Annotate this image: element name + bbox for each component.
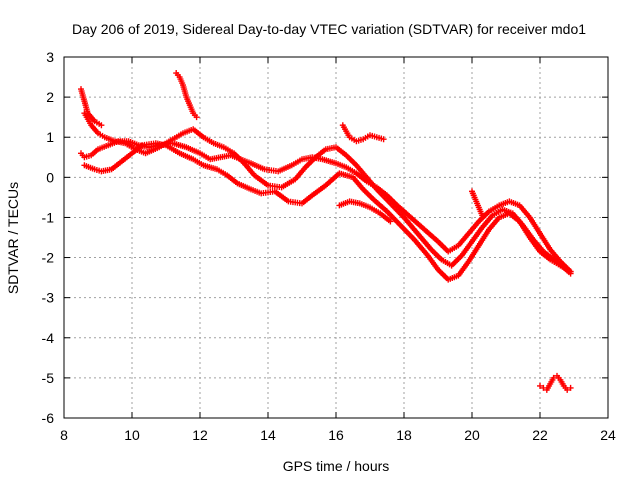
x-tick-label: 22 (532, 427, 548, 443)
data-series-group (78, 70, 574, 393)
x-tick-label: 10 (124, 427, 140, 443)
y-tick-label: -6 (42, 410, 55, 426)
x-axis-label: GPS time / hours (283, 458, 390, 474)
x-tick-label: 12 (192, 427, 208, 443)
x-tick-label: 14 (260, 427, 276, 443)
y-tick-label: -4 (42, 330, 55, 346)
series-segment-i (537, 372, 574, 393)
series-segment-e (173, 70, 200, 121)
y-tick-label: -3 (42, 290, 55, 306)
y-tick-label: 0 (46, 169, 54, 185)
series-segment-f (339, 122, 387, 145)
y-tick-label: 2 (46, 89, 54, 105)
series-segment-d (78, 86, 105, 129)
x-tick-label: 24 (600, 427, 616, 443)
x-tick-label: 8 (60, 427, 68, 443)
series-segment-g (336, 198, 394, 225)
x-tick-label: 20 (464, 427, 480, 443)
y-tick-label: -2 (42, 250, 55, 266)
series-track-a (78, 138, 574, 275)
y-axis-label: SDTVAR / TECUs (5, 182, 21, 294)
series-track-c (81, 140, 574, 283)
x-tick-label: 16 (328, 427, 344, 443)
y-tick-label: -5 (42, 370, 55, 386)
y-tick-label: -1 (42, 209, 55, 225)
grid (64, 57, 608, 418)
chart-title: Day 206 of 2019, Sidereal Day-to-day VTE… (72, 21, 586, 37)
series-segment-h (469, 188, 486, 219)
y-tick-label: 1 (46, 129, 54, 145)
series-track-b (81, 110, 574, 277)
x-tick-label: 18 (396, 427, 412, 443)
y-tick-label: 3 (46, 49, 54, 65)
